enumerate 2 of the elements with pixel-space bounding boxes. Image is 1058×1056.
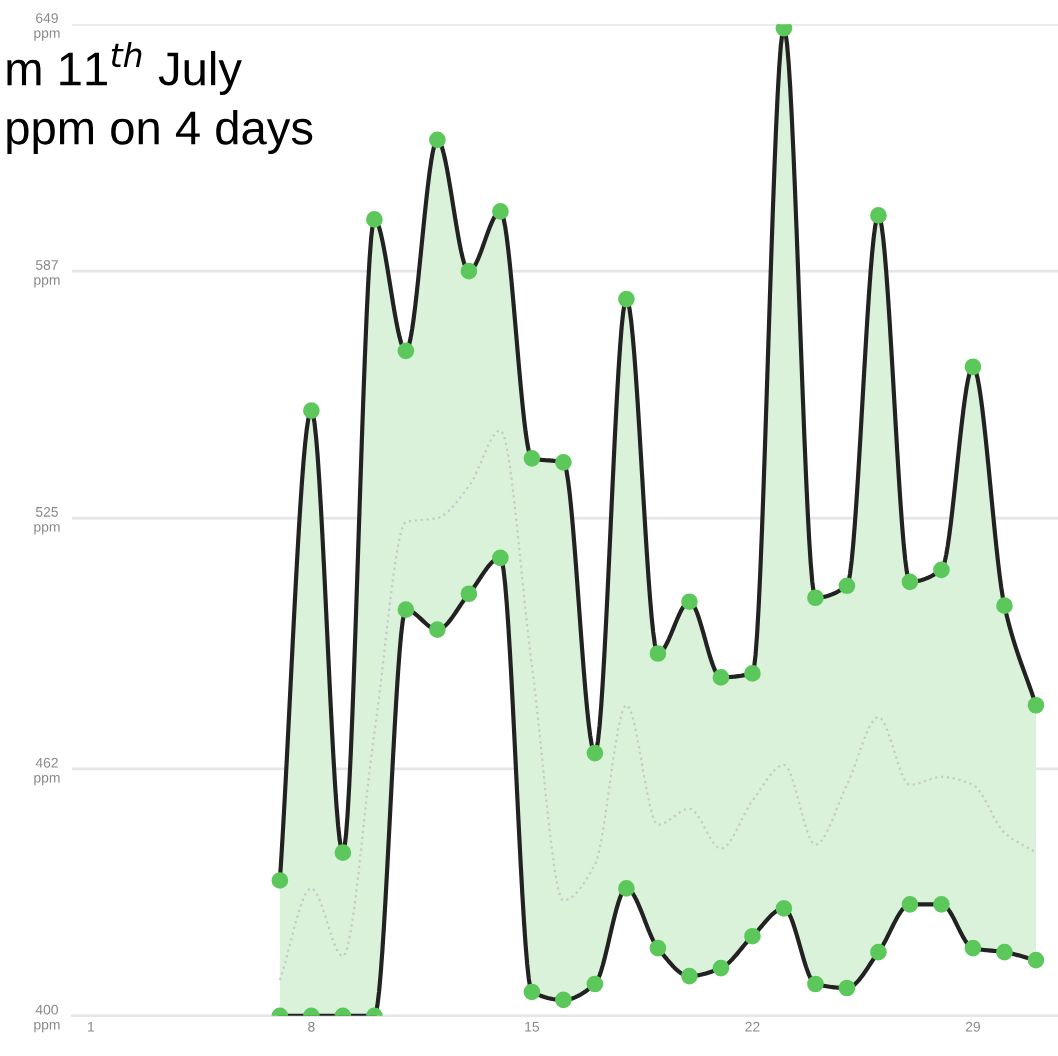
annotation: m 11$^{th}$ July: [7, 41, 242, 95]
annotation: ppm on 4 days: [7, 109, 313, 155]
